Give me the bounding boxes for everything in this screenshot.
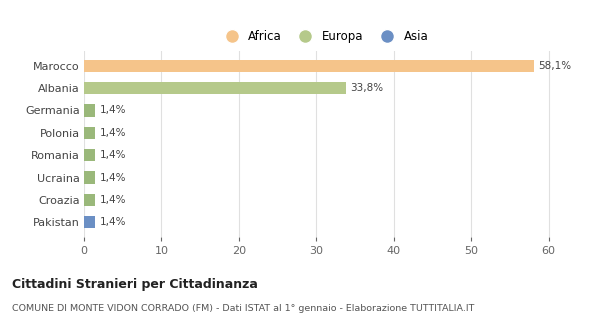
Text: 1,4%: 1,4% [100, 217, 126, 227]
Bar [84, 82, 346, 94]
Text: COMUNE DI MONTE VIDON CORRADO (FM) - Dati ISTAT al 1° gennaio - Elaborazione TUT: COMUNE DI MONTE VIDON CORRADO (FM) - Dat… [12, 304, 475, 313]
Bar [84, 216, 95, 228]
Bar [84, 127, 95, 139]
Text: 1,4%: 1,4% [100, 128, 126, 138]
Bar [84, 194, 95, 206]
Bar [84, 149, 95, 161]
Legend: Africa, Europa, Asia: Africa, Europa, Asia [215, 26, 433, 48]
Bar [84, 172, 95, 184]
Text: 1,4%: 1,4% [100, 172, 126, 182]
Text: Cittadini Stranieri per Cittadinanza: Cittadini Stranieri per Cittadinanza [12, 278, 258, 292]
Text: 33,8%: 33,8% [350, 83, 383, 93]
Text: 1,4%: 1,4% [100, 106, 126, 116]
Text: 58,1%: 58,1% [538, 61, 572, 71]
Text: 1,4%: 1,4% [100, 150, 126, 160]
Bar [84, 60, 534, 72]
Bar [84, 104, 95, 116]
Text: 1,4%: 1,4% [100, 195, 126, 205]
